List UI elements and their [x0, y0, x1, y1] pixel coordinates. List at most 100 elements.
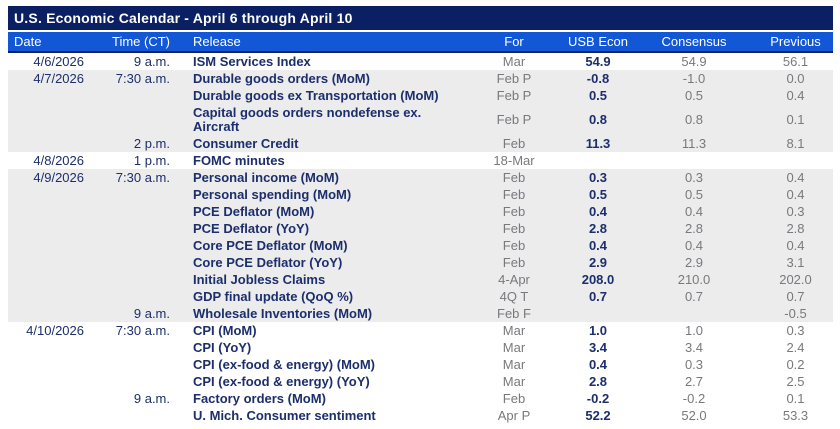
table-row: 4/9/2026 7:30 a.m. Personal income (MoM)… — [8, 169, 833, 186]
table-body: 4/6/2026 9 a.m. ISM Services Index Mar 5… — [8, 53, 833, 424]
previous-cell: 0.2 — [786, 356, 805, 372]
release-cell: ISM Services Index — [193, 53, 311, 69]
previous-cell: 0.0 — [786, 70, 805, 86]
usb-econ-cell: 3.4 — [588, 339, 608, 355]
for-cell: Feb P — [496, 70, 532, 86]
release-cell: FOMC minutes — [193, 152, 285, 168]
consensus-cell: 210.0 — [677, 271, 711, 287]
previous-cell: 2.5 — [786, 373, 805, 389]
time-cell: 9 a.m. — [133, 390, 170, 406]
table-row: 9 a.m. Factory orders (MoM) Feb -0.2 -0.… — [8, 390, 833, 407]
previous-cell: 2.8 — [786, 220, 805, 236]
release-cell: Wholesale Inventories (MoM) — [193, 305, 373, 321]
consensus-cell: 0.4 — [684, 203, 704, 219]
release-cell: Consumer Credit — [193, 135, 299, 151]
usb-econ-cell: 0.3 — [588, 169, 608, 185]
calendar-title: U.S. Economic Calendar - April 6 through… — [14, 10, 353, 26]
release-cell: Personal income (MoM) — [193, 169, 339, 185]
table-row: CPI (ex-food & energy) (MoM) Mar 0.4 0.3… — [8, 356, 833, 373]
release-cell: CPI (YoY) — [193, 339, 252, 355]
date-cell: 4/9/2026 — [33, 169, 84, 185]
usb-econ-cell: 2.8 — [588, 373, 608, 389]
usb-econ-cell: 0.5 — [588, 87, 608, 103]
date-cell: 4/7/2026 — [33, 70, 84, 86]
table-row: Core PCE Deflator (YoY) Feb 2.9 2.9 3.1 — [8, 254, 833, 271]
release-cell: Durable goods orders (MoM) — [193, 70, 370, 86]
for-cell: 18-Mar — [493, 152, 535, 168]
previous-cell: 0.3 — [786, 322, 805, 338]
time-cell: 7:30 a.m. — [115, 169, 170, 185]
for-cell: Mar — [502, 53, 526, 69]
previous-cell: 53.3 — [782, 407, 809, 423]
consensus-cell: 2.7 — [684, 373, 704, 389]
table-row: Capital goods orders nondefense ex. Airc… — [8, 104, 833, 135]
table-row: 4/7/2026 7:30 a.m. Durable goods orders … — [8, 70, 833, 87]
previous-cell: 0.4 — [786, 87, 805, 103]
for-cell: 4Q T — [499, 288, 529, 304]
previous-cell: 0.3 — [786, 203, 805, 219]
release-cell: GDP final update (QoQ %) — [193, 288, 354, 304]
column-header-consensus: Consensus — [661, 34, 727, 49]
table-row: Personal spending (MoM) Feb 0.5 0.5 0.4 — [8, 186, 833, 203]
column-header-previous: Previous — [770, 34, 821, 49]
for-cell: Feb — [502, 254, 526, 270]
time-cell: 2 p.m. — [133, 135, 170, 151]
consensus-cell: 0.3 — [684, 169, 704, 185]
release-cell: Initial Jobless Claims — [193, 271, 326, 287]
consensus-cell: 0.5 — [684, 87, 704, 103]
release-cell: U. Mich. Consumer sentiment — [193, 407, 376, 423]
consensus-cell: 0.8 — [684, 111, 704, 127]
time-cell: 1 p.m. — [133, 152, 170, 168]
release-cell: Personal spending (MoM) — [193, 186, 352, 202]
previous-cell: 0.1 — [786, 111, 805, 127]
for-cell: Feb — [502, 237, 526, 253]
economic-calendar: U.S. Economic Calendar - April 6 through… — [8, 6, 833, 424]
for-cell: Mar — [502, 322, 526, 338]
consensus-cell: 0.5 — [684, 186, 704, 202]
for-cell: Feb — [502, 203, 526, 219]
table-row: Initial Jobless Claims 4-Apr 208.0 210.0… — [8, 271, 833, 288]
usb-econ-cell: -0.2 — [586, 390, 610, 406]
usb-econ-cell: 11.3 — [585, 135, 611, 151]
for-cell: Feb — [502, 135, 526, 151]
release-cell: CPI (ex-food & energy) (YoY) — [193, 373, 370, 389]
date-cell: 4/8/2026 — [33, 152, 84, 168]
usb-econ-cell: 1.0 — [588, 322, 608, 338]
previous-cell: 3.1 — [786, 254, 805, 270]
table-header-row: Date Time (CT) Release For USB Econ Cons… — [8, 32, 833, 53]
consensus-cell: 2.9 — [684, 254, 704, 270]
for-cell: Feb — [502, 186, 526, 202]
column-header-release: Release — [193, 34, 241, 49]
consensus-cell: 2.8 — [684, 220, 704, 236]
usb-econ-cell: -0.8 — [586, 70, 610, 86]
usb-econ-cell: 0.4 — [588, 237, 608, 253]
title-header-divider — [8, 30, 833, 32]
for-cell: Feb — [502, 220, 526, 236]
release-cell: PCE Deflator (YoY) — [193, 220, 310, 236]
date-cell: 4/10/2026 — [26, 322, 84, 338]
usb-econ-cell: 208.0 — [581, 271, 615, 287]
table-row: CPI (ex-food & energy) (YoY) Mar 2.8 2.7… — [8, 373, 833, 390]
release-cell: PCE Deflator (MoM) — [193, 203, 315, 219]
consensus-cell: -1.0 — [682, 70, 706, 86]
for-cell: Feb P — [496, 111, 532, 127]
usb-econ-cell: 0.4 — [588, 356, 608, 372]
previous-cell: 2.4 — [786, 339, 805, 355]
consensus-cell: 0.3 — [684, 356, 704, 372]
usb-econ-cell: 2.9 — [588, 254, 608, 270]
column-header-for: For — [504, 34, 524, 49]
table-row: GDP final update (QoQ %) 4Q T 0.7 0.7 0.… — [8, 288, 833, 305]
usb-econ-cell: 0.8 — [588, 111, 608, 127]
previous-cell: -0.5 — [784, 305, 807, 321]
consensus-cell: 3.4 — [684, 339, 704, 355]
previous-cell: 0.4 — [786, 169, 805, 185]
usb-econ-cell: 52.2 — [585, 407, 611, 423]
table-row: 4/10/2026 7:30 a.m. CPI (MoM) Mar 1.0 1.… — [8, 322, 833, 339]
column-header-usb-econ: USB Econ — [568, 34, 628, 49]
consensus-cell: 11.3 — [681, 135, 707, 151]
previous-cell: 56.1 — [782, 53, 809, 69]
date-cell: 4/6/2026 — [33, 53, 84, 69]
for-cell: Feb — [502, 169, 526, 185]
column-header-time: Time (CT) — [111, 34, 170, 49]
consensus-cell: 0.7 — [684, 288, 704, 304]
